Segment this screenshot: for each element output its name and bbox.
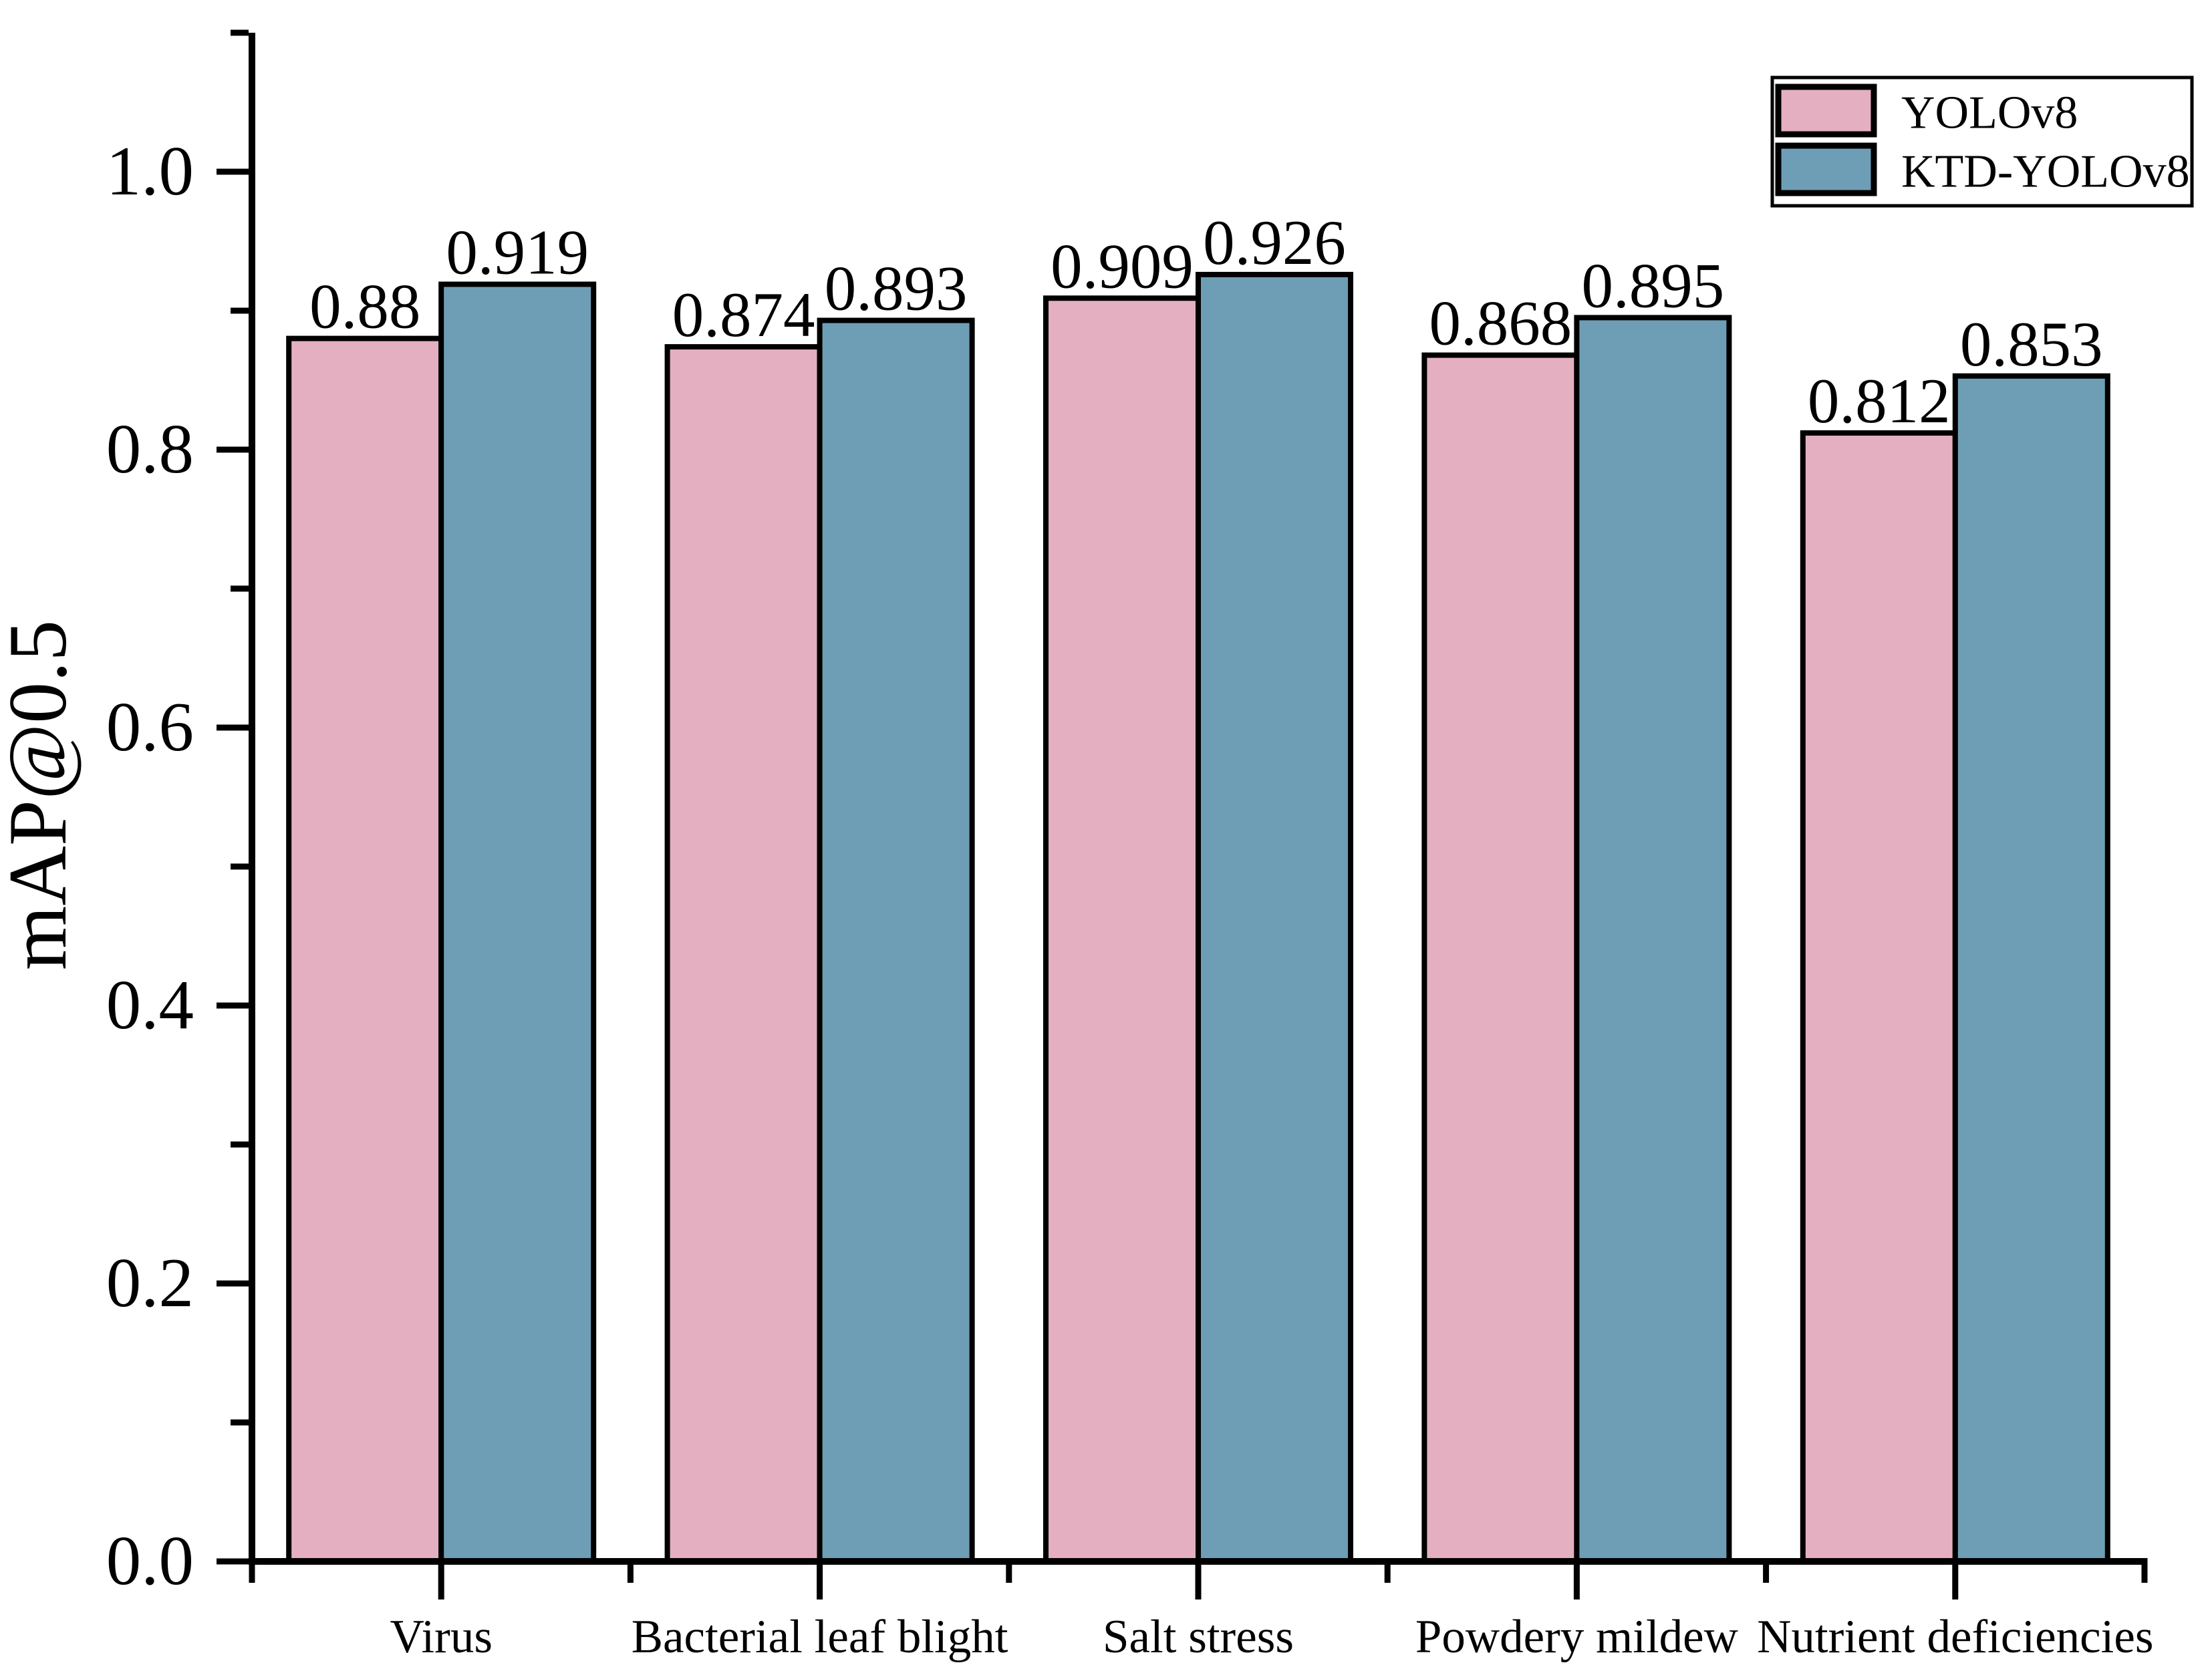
legend-label-yolov8: YOLOv8 xyxy=(1901,88,2078,139)
x-tick-label-nutrient-deficiencies: Nutrient deficiencies xyxy=(1757,1611,2153,1663)
value-label-ktd-yolov8-nutrient-deficiencies: 0.853 xyxy=(1960,309,2103,379)
bar-ktd-yolov8-virus xyxy=(438,281,597,1565)
value-label-ktd-yolov8-bacterial-leaf-blight: 0.893 xyxy=(825,253,968,324)
bar-ktd-yolov8-bacterial-leaf-blight xyxy=(817,317,975,1564)
bar-yolov8-salt-stress xyxy=(1043,295,1201,1564)
bar-yolov8-nutrient-deficiencies xyxy=(1800,430,1958,1564)
y-tick-label: 0.6 xyxy=(106,688,194,766)
bar-yolov8-virus xyxy=(286,335,444,1565)
value-label-yolov8-salt-stress: 0.909 xyxy=(1051,231,1194,301)
value-label-ktd-yolov8-powdery-mildew: 0.895 xyxy=(1582,250,1725,321)
x-tick-label-virus: Virus xyxy=(390,1611,493,1663)
y-axis-title: mAP@0.5 xyxy=(0,620,84,970)
bar-ktd-yolov8-nutrient-deficiencies xyxy=(1952,373,2110,1564)
x-tick-label-salt-stress: Salt stress xyxy=(1103,1611,1294,1663)
value-label-yolov8-nutrient-deficiencies: 0.812 xyxy=(1808,365,1951,436)
value-label-ktd-yolov8-virus: 0.919 xyxy=(446,216,589,287)
y-tick-label: 0.2 xyxy=(106,1243,194,1322)
value-label-yolov8-bacterial-leaf-blight: 0.874 xyxy=(672,279,815,350)
legend-label-ktd-yolov8: KTD-YOLOv8 xyxy=(1901,146,2190,198)
bar-ktd-yolov8-salt-stress xyxy=(1196,271,1353,1564)
value-label-ktd-yolov8-salt-stress: 0.926 xyxy=(1203,207,1346,278)
bar-yolov8-powdery-mildew xyxy=(1421,352,1580,1564)
bar-ktd-yolov8-powdery-mildew xyxy=(1574,315,1732,1564)
bar-yolov8-bacterial-leaf-blight xyxy=(664,344,823,1565)
legend-swatch-ktd-yolov8 xyxy=(1775,142,1877,196)
y-tick-label: 0.8 xyxy=(106,410,194,488)
value-label-yolov8-powdery-mildew: 0.868 xyxy=(1429,288,1572,359)
value-label-yolov8-virus: 0.88 xyxy=(309,271,420,342)
y-tick-label: 0.4 xyxy=(106,965,194,1044)
legend-swatch-yolov8 xyxy=(1775,84,1877,138)
y-tick-label: 0.0 xyxy=(106,1521,194,1599)
x-tick-label-powdery-mildew: Powdery mildew xyxy=(1415,1611,1738,1663)
x-tick-label-bacterial-leaf-blight: Bacterial leaf blight xyxy=(632,1611,1008,1663)
y-tick-label: 1.0 xyxy=(106,132,194,210)
